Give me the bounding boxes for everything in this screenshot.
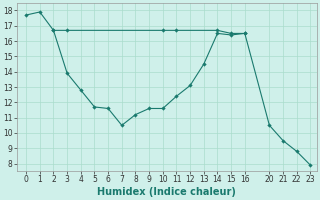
X-axis label: Humidex (Indice chaleur): Humidex (Indice chaleur) <box>98 187 236 197</box>
